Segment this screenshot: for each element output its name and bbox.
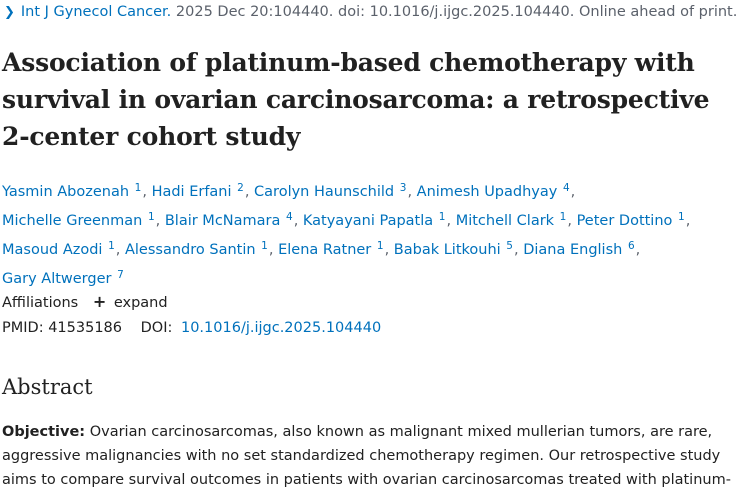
- affiliation-ref[interactable]: 2: [237, 182, 244, 194]
- article-title: Association of platinum-based chemothera…: [2, 44, 742, 155]
- abstract-text: Objective: Ovarian carcinosarcomas, also…: [2, 420, 750, 492]
- doi-link[interactable]: 10.1016/j.ijgc.2025.104440: [180, 320, 382, 336]
- affiliation-ref[interactable]: 1: [134, 182, 142, 194]
- author-link[interactable]: Elena Ratner: [278, 242, 372, 258]
- author-link[interactable]: Carolyn Haunschild: [254, 184, 395, 200]
- author-link[interactable]: Gary Altwerger: [2, 271, 112, 287]
- plus-icon: +: [92, 292, 107, 311]
- author-link[interactable]: Yasmin Abozenah: [2, 184, 130, 200]
- doi-label: DOI:: [140, 320, 173, 336]
- affiliation-ref[interactable]: 1: [108, 240, 115, 252]
- abstract-line: aggressive malignancies with no set stan…: [2, 448, 721, 464]
- author-link[interactable]: Hadi Erfani: [151, 184, 232, 200]
- abstract-line: Objective: Ovarian carcinosarcomas, also…: [2, 420, 750, 444]
- authors-line: Masoud Azodi 1, Alessandro Santin 1, Ele…: [2, 240, 641, 258]
- affiliation-ref[interactable]: 3: [399, 182, 407, 194]
- authors-line: Michelle Greenman 1, Blair McNamara 4, K…: [2, 211, 691, 229]
- author-link[interactable]: Michelle Greenman: [2, 213, 143, 229]
- title-line: Association of platinum-based chemothera…: [2, 48, 695, 77]
- authors-list: Yasmin Abozenah 1, Hadi Erfani 2, Caroly…: [2, 176, 747, 292]
- identifiers-row: PMID: 41535186 DOI: 10.1016/j.ijgc.2025.…: [2, 320, 381, 336]
- author-link[interactable]: Babak Litkouhi: [393, 242, 501, 258]
- abstract-heading: Abstract: [2, 375, 93, 399]
- chevron-right-icon[interactable]: ❯: [4, 5, 15, 20]
- expand-affiliations-button[interactable]: + expand: [92, 292, 168, 311]
- affiliation-ref[interactable]: 1: [438, 211, 446, 223]
- author-link[interactable]: Katyayani Papatla: [302, 213, 434, 229]
- title-line: survival in ovarian carcinosarcoma: a re…: [2, 85, 710, 114]
- journal-link[interactable]: Int J Gynecol Cancer.: [20, 4, 172, 20]
- affiliation-ref[interactable]: 7: [117, 269, 124, 281]
- expand-label: expand: [113, 295, 168, 311]
- objective-label: Objective:: [2, 424, 86, 440]
- abstract-line-text: Ovarian carcinosarcomas, also known as m…: [89, 424, 713, 440]
- affiliation-ref[interactable]: 1: [261, 240, 268, 252]
- affiliations-row: Affiliations + expand: [2, 292, 168, 311]
- affiliation-ref[interactable]: 4: [286, 211, 293, 223]
- affiliation-ref[interactable]: 1: [376, 240, 384, 252]
- affiliation-ref[interactable]: 1: [559, 211, 567, 223]
- author-link[interactable]: Animesh Upadhyay: [416, 184, 558, 200]
- affiliation-ref[interactable]: 4: [562, 182, 570, 194]
- citation-details: 2025 Dec 20:104440. doi: 10.1016/j.ijgc.…: [175, 4, 738, 20]
- authors-line: Yasmin Abozenah 1, Hadi Erfani 2, Caroly…: [2, 182, 576, 200]
- pmid-label: PMID:: [2, 320, 44, 336]
- affiliations-label: Affiliations: [2, 295, 79, 311]
- affiliation-ref[interactable]: 6: [627, 240, 635, 252]
- affiliation-ref[interactable]: 1: [678, 211, 685, 223]
- author-link[interactable]: Masoud Azodi: [2, 242, 103, 258]
- author-link[interactable]: Diana English: [523, 242, 623, 258]
- authors-line: Gary Altwerger 7: [2, 263, 747, 292]
- affiliation-ref[interactable]: 1: [147, 211, 155, 223]
- author-link[interactable]: Peter Dottino: [576, 213, 673, 229]
- title-line: 2-center cohort study: [2, 122, 301, 151]
- pmid-value: 41535186: [48, 320, 123, 336]
- citation-bar: ❯ Int J Gynecol Cancer. 2025 Dec 20:10444…: [4, 4, 737, 20]
- abstract-line: aims to compare survival outcomes in pat…: [2, 472, 731, 488]
- author-link[interactable]: Mitchell Clark: [455, 213, 555, 229]
- author-link[interactable]: Alessandro Santin: [124, 242, 256, 258]
- affiliation-ref[interactable]: 5: [506, 240, 513, 252]
- author-link[interactable]: Blair McNamara: [164, 213, 281, 229]
